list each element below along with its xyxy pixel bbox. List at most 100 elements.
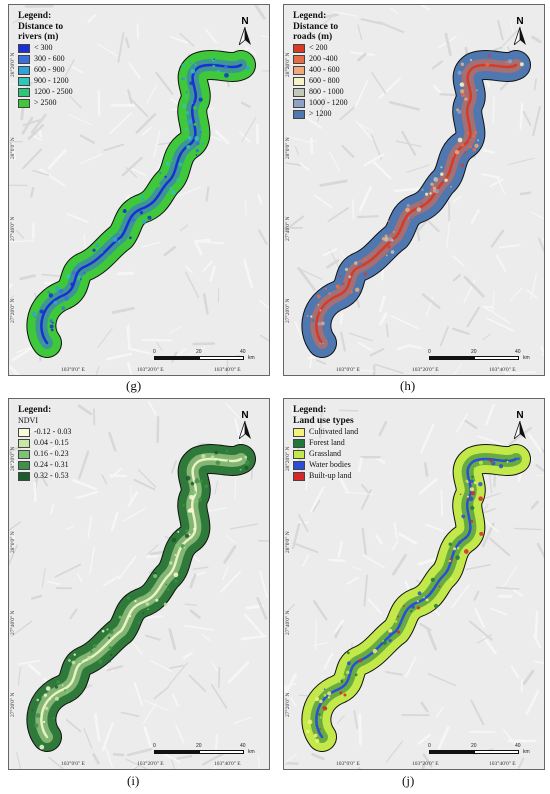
legend-label: Built-up land — [309, 470, 352, 480]
longitude-label: 103°20'0" E — [137, 367, 164, 373]
legend-items: < 300 300 - 600 600 - 900 900 - 1200 1200 - … — [18, 43, 73, 109]
scale-label: 40 — [240, 349, 246, 355]
legend-title: Distance to roads (m) — [293, 21, 339, 43]
scale-bar: 0 20 40 km — [153, 743, 255, 756]
caption-h: (h) — [400, 378, 416, 393]
latitude-label: 28°0'0" N — [10, 137, 16, 159]
legend-swatch — [18, 460, 30, 470]
legend-items: Cultivated land Forest land Grassland Water… — [293, 427, 358, 481]
legend-label: < 300 — [34, 43, 53, 53]
legend-title: Distance to rivers (m) — [18, 21, 64, 43]
feature-line — [315, 457, 518, 739]
scale-bar-segment — [154, 356, 199, 360]
legend-label: < 200 — [309, 43, 328, 53]
legend-item: < 200 — [293, 43, 348, 54]
legend-item: < 300 — [18, 43, 73, 54]
caption-g: (g) — [126, 378, 142, 393]
legend-label: 400 - 600 — [309, 65, 340, 75]
scale-label: 40 — [240, 743, 246, 749]
legend-label: 200 -400 — [309, 54, 338, 64]
legend-item: Built-up land — [293, 471, 358, 481]
legend-swatch — [18, 427, 30, 437]
scale-bar-segment — [429, 356, 474, 360]
map-canvas-g — [9, 5, 269, 375]
legend-item: Forest land — [293, 438, 358, 448]
latitude-label: 28°20'0" N — [285, 446, 291, 471]
legend-item: 600 - 900 — [18, 65, 73, 76]
class-patches — [31, 58, 251, 345]
longitude-label: 103°40'0" E — [214, 367, 241, 373]
latitude-label: 27°40'0" N — [285, 610, 291, 635]
legend-label: 900 - 1200 — [34, 76, 69, 86]
legend-item: 0.32 - 0.53 — [18, 471, 71, 481]
scale-label: 20 — [471, 743, 477, 749]
latitude-label: 27°20'0" N — [285, 298, 291, 323]
class-patches — [306, 54, 524, 351]
latitude-label: 28°20'0" N — [285, 52, 291, 77]
north-arrow: N — [235, 17, 255, 47]
map-canvas-j — [284, 403, 544, 769]
legend-swatch — [18, 77, 30, 86]
legend-heading: Legend: — [293, 405, 327, 415]
longitude-label: 103°0'0" E — [61, 367, 85, 373]
latitude-label: 27°40'0" N — [285, 216, 291, 241]
legend-swatch — [18, 44, 30, 53]
legend-label: Grassland — [309, 448, 341, 458]
legend-label: Cultivated land — [309, 426, 359, 436]
longitude-label: 103°40'0" E — [489, 761, 516, 767]
legend-heading: Legend: — [293, 11, 327, 21]
legend-swatch — [18, 449, 30, 459]
caption-j: (j) — [402, 773, 415, 788]
north-arrow: N — [235, 411, 255, 441]
legend-swatch — [293, 88, 305, 97]
legend-label: 600 - 900 — [34, 65, 65, 75]
legend-swatch — [293, 77, 305, 86]
legend-item: Cultivated land — [293, 427, 358, 437]
legend-item: Grassland — [293, 449, 358, 459]
north-label: N — [241, 410, 249, 421]
latitude-label: 28°0'0" N — [285, 531, 291, 553]
longitude-label: 103°20'0" E — [412, 761, 439, 767]
latitude-label: 27°40'0" N — [10, 216, 16, 241]
scale-label: 0 — [428, 743, 431, 749]
latitude-label: 27°20'0" N — [10, 298, 16, 323]
scale-label: km — [248, 355, 255, 361]
north-arrow-icon — [513, 420, 526, 441]
latitude-label: 28°0'0" N — [285, 137, 291, 159]
longitude-label: 103°0'0" E — [61, 761, 85, 767]
north-arrow-icon — [238, 26, 251, 47]
north-arrow-icon — [238, 420, 251, 441]
feature-line — [315, 63, 518, 345]
legend-swatch — [293, 55, 305, 64]
legend-items: -0.12 - 0.03 0.04 - 0.15 0.16 - 0.23 0.24 -… — [18, 427, 71, 481]
north-label: N — [516, 16, 524, 27]
legend-swatch — [18, 99, 30, 108]
legend-swatch — [18, 66, 30, 75]
scale-bar: 0 20 40 km — [428, 349, 530, 362]
legend-item: 900 - 1200 — [18, 76, 73, 87]
longitude-label: 103°0'0" E — [336, 761, 360, 767]
legend-label: 1200 - 2500 — [34, 87, 73, 97]
legend-swatch — [293, 66, 305, 75]
legend-item: 1000 - 1200 — [293, 98, 348, 109]
legend-swatch — [18, 471, 30, 481]
terrain-texture — [284, 5, 544, 375]
scale-label: 20 — [196, 349, 202, 355]
legend-label: 0.32 - 0.53 — [34, 470, 69, 480]
map-panel-j: Legend: Land use types Cultivated land Fo… — [283, 398, 545, 770]
legend-item: 0.24 - 0.31 — [18, 460, 71, 470]
map-canvas-h — [284, 5, 544, 375]
legend-swatch — [293, 110, 305, 119]
map-panel-i: Legend: NDVI -0.12 - 0.03 0.04 - 0.15 0.16… — [8, 398, 270, 770]
legend-item: 300 - 600 — [18, 54, 73, 65]
legend-label: 1000 - 1200 — [309, 98, 348, 108]
scale-label: 20 — [196, 743, 202, 749]
legend-item: 400 - 600 — [293, 65, 348, 76]
legend-h: Legend: Distance to roads (m) < 200 200 -… — [293, 11, 348, 120]
feature-line — [40, 457, 243, 739]
legend-swatch — [18, 438, 30, 448]
scale-label: 40 — [515, 743, 521, 749]
terrain-texture — [284, 403, 544, 769]
legend-item: > 1200 — [293, 109, 348, 120]
legend-item: 200 -400 — [293, 54, 348, 65]
